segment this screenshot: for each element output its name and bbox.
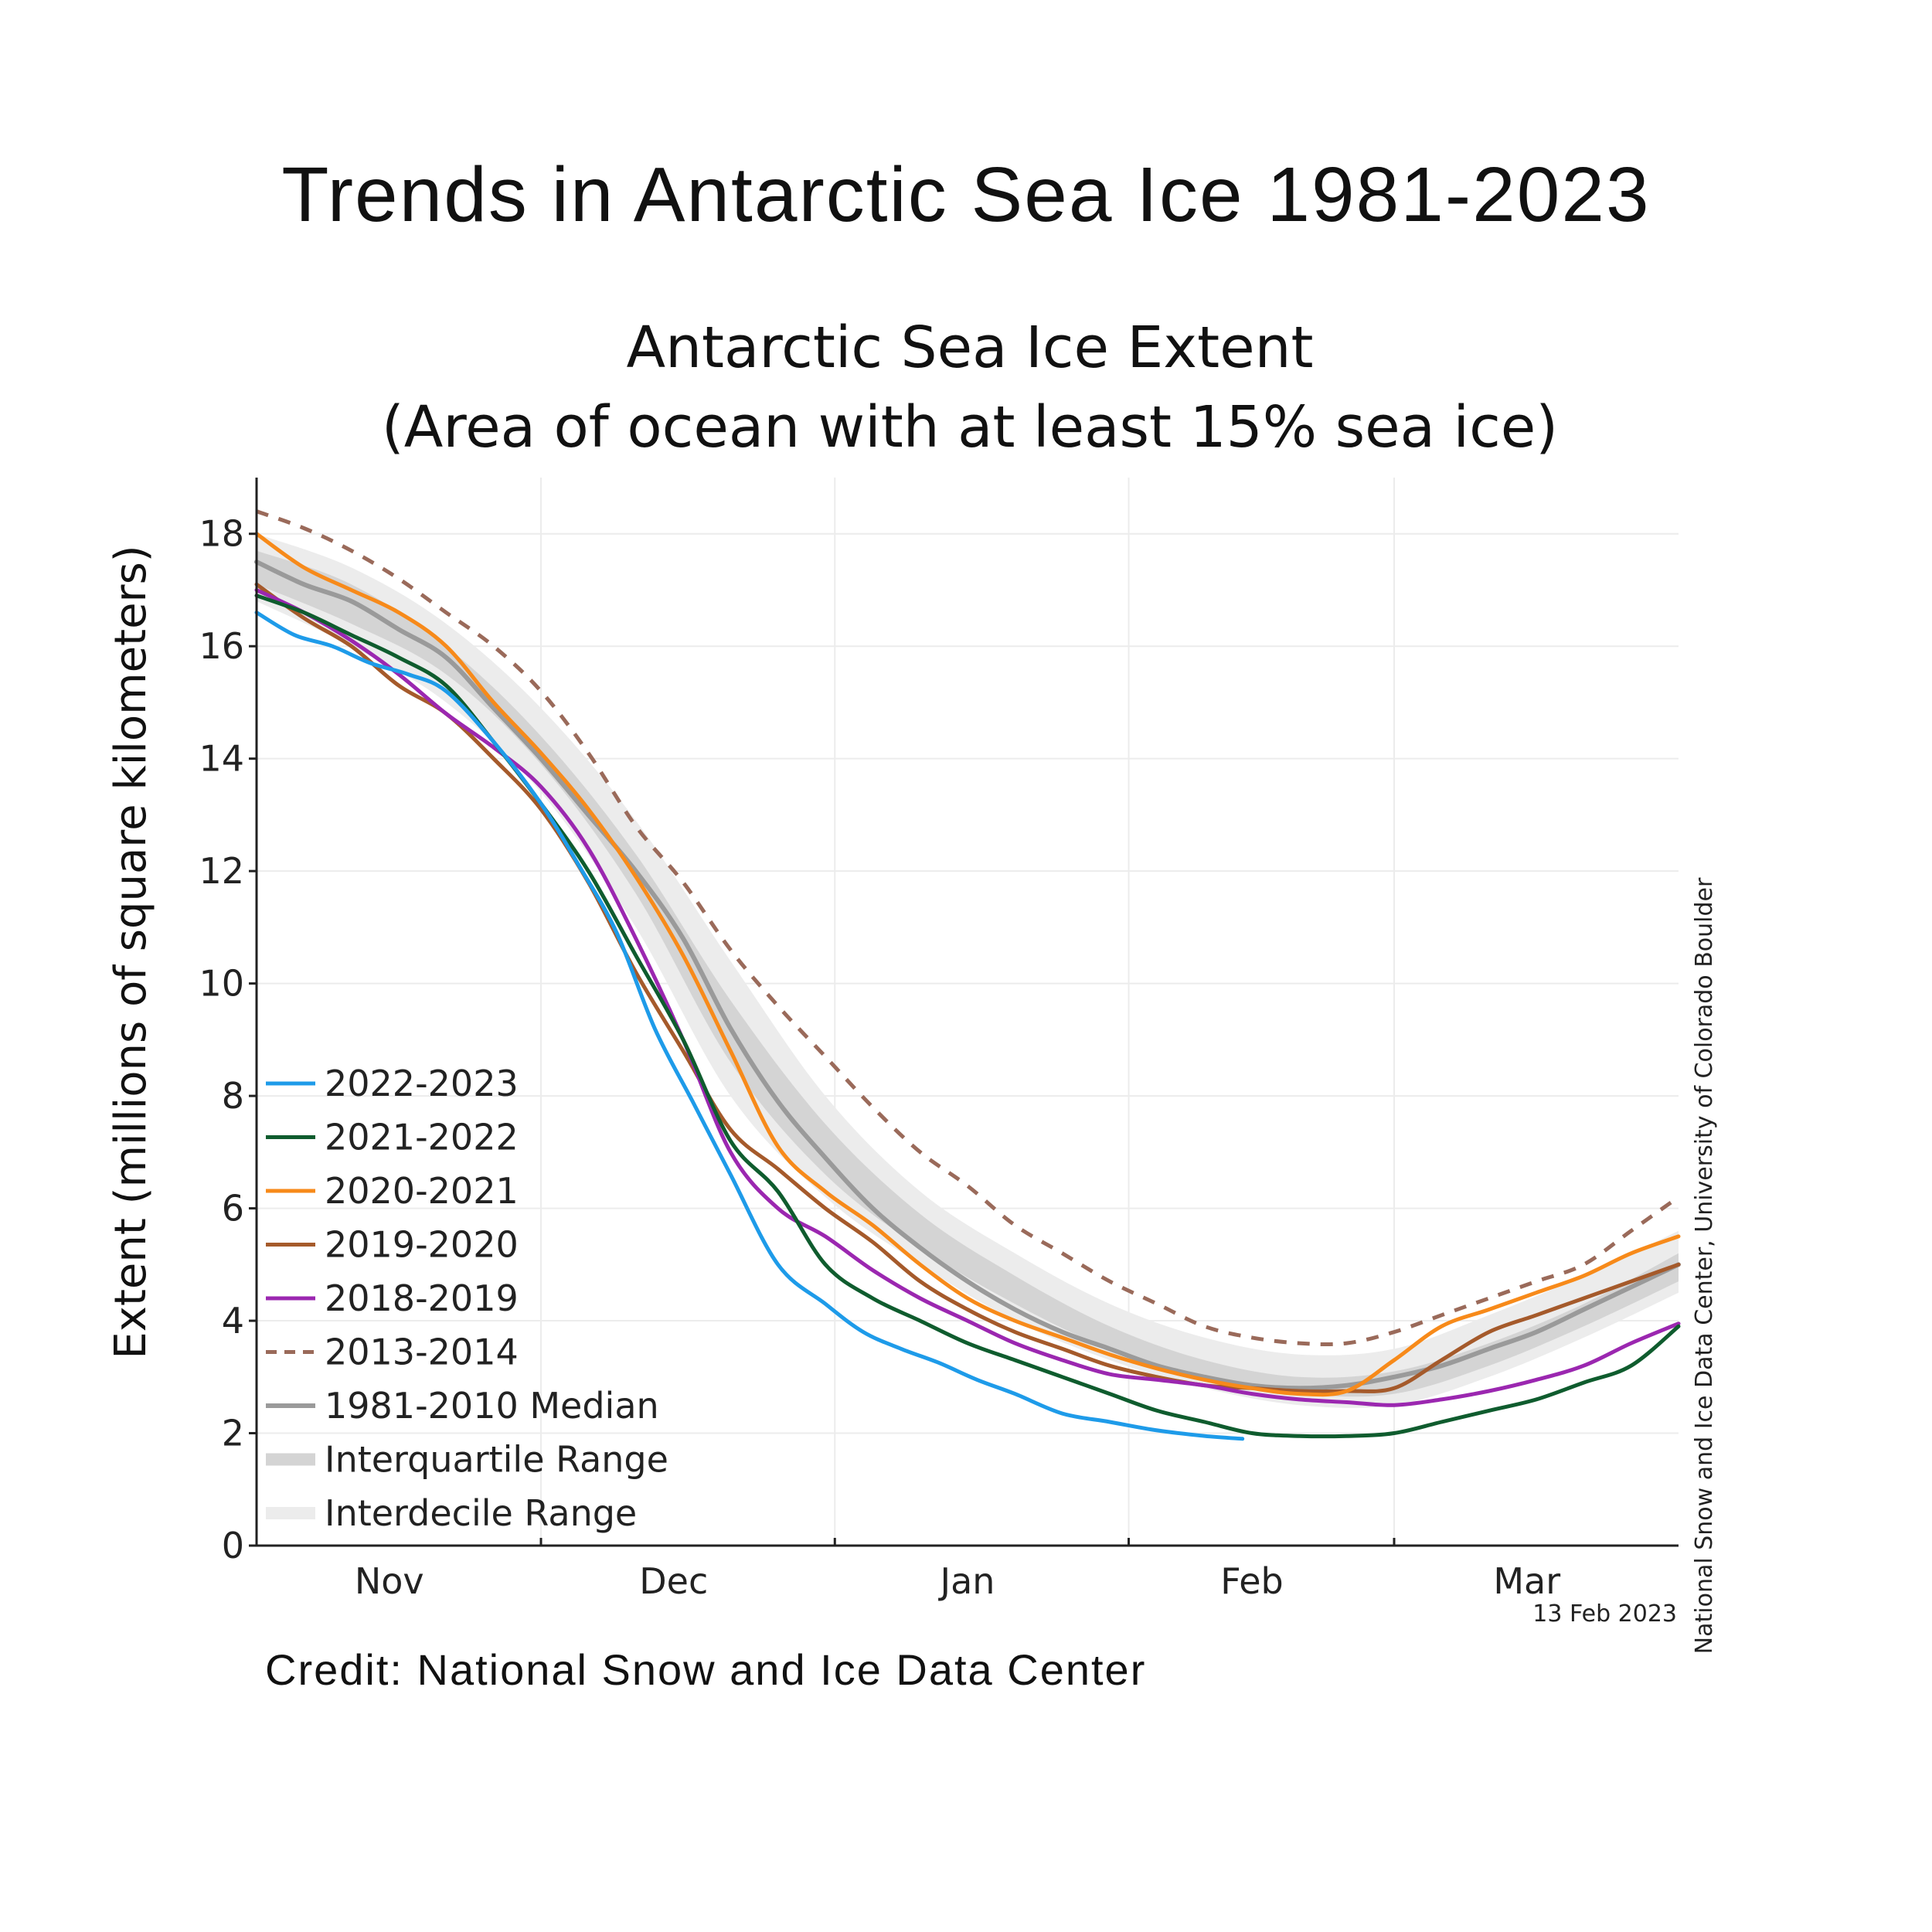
legend-label-interquartile: Interquartile Range [325,1439,668,1481]
y-tick-label: 4 [222,1300,244,1342]
axes: 0 2 4 6 8 10 12 14 16 18 Nov Dec Jan Feb Mar [199,478,1679,1602]
legend-label-y2021_2022: 2021-2022 [325,1117,519,1158]
range-bands [257,533,1679,1408]
y-tick-label: 8 [222,1075,244,1117]
series-line-2022-2023 [254,611,1245,1441]
y-tick-label: 16 [199,625,244,667]
x-tick-label-nov: Nov [355,1560,424,1602]
x-tick-label-jan: Jan [938,1560,995,1602]
series-line-2018-2019 [254,588,1681,1407]
y-tick-label: 12 [199,850,244,892]
series-line-1981-2010-median [254,560,1681,1391]
y-tick-label: 18 [199,513,244,555]
y-tick-label: 6 [222,1188,244,1230]
legend: 2022-2023 2021-2022 2020-2021 2019-2020 2018… [266,1063,668,1534]
interquartile-range-band [257,550,1679,1397]
y-axis-label: Extent (millions of square kilometers) [106,545,156,1359]
chart-title-line2: (Area of ocean with at least 15% sea ice… [382,394,1558,461]
y-tick-label: 10 [199,963,244,1005]
legend-label-y2018_2019: 2018-2019 [325,1277,519,1319]
x-tick-label-dec: Dec [639,1560,708,1602]
legend-label-y2019_2020: 2019-2020 [325,1224,519,1266]
legend-label-median: 1981-2010 Median [325,1385,659,1427]
date-stamp: 13 Feb 2023 [1532,1600,1677,1628]
side-note: National Snow and Ice Data Center, Unive… [1691,877,1718,1654]
credit-note: Credit: National Snow and Ice Data Cente… [265,1645,1147,1694]
legend-label-y2013_2014: 2013-2014 [325,1332,519,1373]
y-tick-label: 2 [222,1413,244,1454]
y-tick-label: 14 [199,738,244,780]
legend-label-interdecile: Interdecile Range [325,1492,637,1534]
series-line-2013-2014 [256,509,1680,1347]
page-headline: Trends in Antarctic Sea Ice 1981-2023 [281,151,1651,238]
series-lines [254,509,1681,1441]
x-tick-label-mar: Mar [1493,1560,1560,1602]
series-line-2020-2021 [254,532,1681,1397]
legend-label-y2022_2023: 2022-2023 [325,1063,519,1104]
x-tick-label-feb: Feb [1220,1560,1283,1602]
y-tick-label: 0 [222,1525,244,1566]
series-line-2019-2020 [254,582,1681,1393]
legend-label-y2020_2021: 2020-2021 [325,1170,519,1212]
chart-title-line1: Antarctic Sea Ice Extent [626,315,1313,381]
